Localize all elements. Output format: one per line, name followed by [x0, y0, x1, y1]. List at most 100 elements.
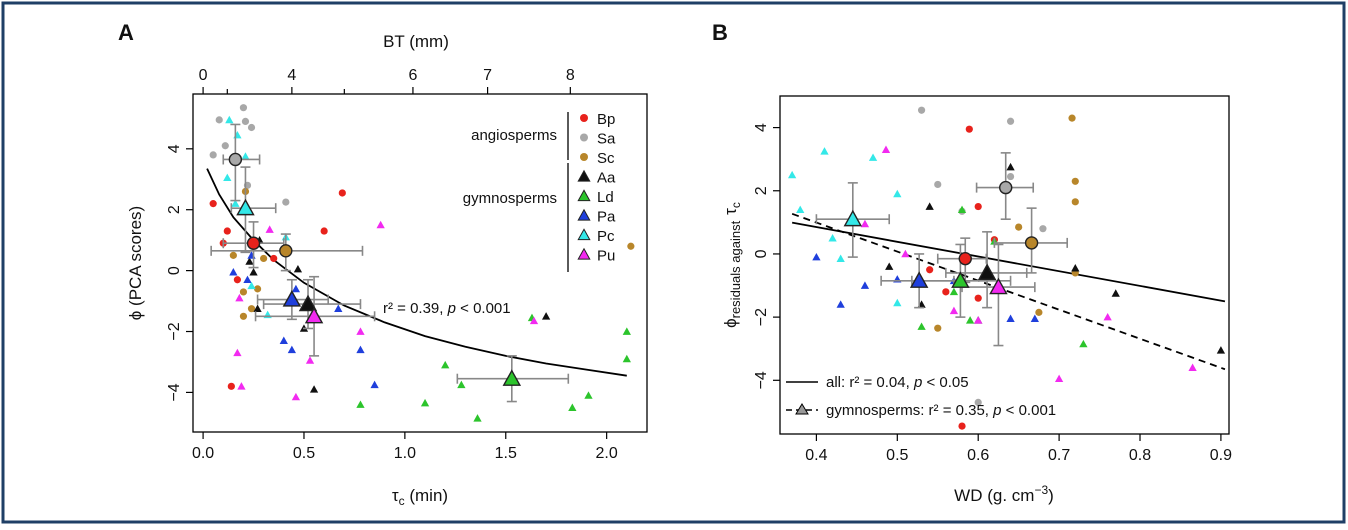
- panel-a-annotation: r² = 0.39, p < 0.001: [383, 300, 511, 317]
- data-point-sa: [1006, 117, 1015, 125]
- y-tick-label: 0: [166, 266, 183, 275]
- legend-marker-aa: [577, 169, 591, 182]
- x-tick-label: 0.0: [192, 445, 214, 462]
- data-point-bp: [320, 227, 328, 235]
- y-tick-label: −4: [753, 371, 770, 389]
- data-point-pu: [233, 348, 242, 357]
- panel-b-legend: all: r² = 0.04, p < 0.05 gymnosperms: r²…: [786, 374, 1056, 419]
- species-mean-aa: [977, 263, 997, 281]
- species-mean-sa: [999, 180, 1013, 195]
- data-point-aa: [309, 385, 319, 393]
- data-point-pc: [225, 115, 234, 124]
- data-point-pu: [860, 219, 870, 228]
- data-point-bp: [270, 254, 278, 263]
- x-tick-label: 0.7: [1048, 447, 1070, 464]
- x-tick-label: 2.0: [596, 445, 618, 462]
- x-tick-label: 1.0: [394, 445, 416, 462]
- data-point-aa: [293, 264, 303, 273]
- legend-items: Bp Sa Sc Aa Ld Pa Pc Pu: [577, 111, 616, 265]
- data-point-sa: [215, 116, 223, 124]
- legend-marker-pc: [577, 228, 591, 241]
- panel-b-y-axis-label: ϕresiduals againstτc: [721, 202, 743, 328]
- species-mean-pu: [989, 277, 1008, 295]
- data-point-pc: [820, 147, 829, 155]
- panel-b-plot-area: [779, 95, 1230, 435]
- data-point-aa: [925, 202, 934, 210]
- data-point-sa: [1006, 172, 1015, 181]
- data-point-pa: [334, 304, 343, 312]
- data-point-sa: [239, 104, 248, 112]
- data-point-pa: [243, 275, 252, 284]
- panel-a-axes: 0.0 0.5 1.0 1.5 2.0 −4 −2 0 2 4 0 4 6 7 8: [166, 67, 618, 462]
- data-point-pc: [836, 254, 845, 262]
- y-tick-label: 2: [753, 186, 770, 195]
- y-tick-label: −2: [166, 322, 183, 340]
- data-point-pu: [291, 392, 301, 401]
- data-point-sa: [247, 123, 256, 132]
- data-point-pu: [901, 249, 910, 258]
- data-point-pu: [1188, 363, 1197, 371]
- legend-gymnosperm-triangle: [795, 403, 809, 415]
- data-point-pa: [291, 284, 301, 293]
- data-point-pu: [235, 293, 244, 302]
- panel-b-letter: B: [712, 20, 728, 45]
- data-point-sa: [209, 151, 217, 159]
- data-point-sc: [934, 324, 942, 332]
- data-point-pu: [356, 327, 365, 335]
- legend-marker-pa: [577, 208, 591, 221]
- data-point-aa: [253, 304, 262, 312]
- panel-a-letter: A: [118, 20, 134, 45]
- data-point-pu: [1054, 374, 1064, 383]
- data-point-sa: [1039, 225, 1047, 233]
- data-point-pu: [305, 356, 315, 364]
- data-point-aa: [1006, 162, 1015, 171]
- data-point-sc: [1071, 198, 1079, 206]
- species-mean-sc: [1024, 236, 1039, 250]
- top-tick-label: 7: [483, 67, 492, 84]
- y-tick-label: 0: [753, 249, 770, 258]
- species-mean-ld: [502, 369, 522, 386]
- data-point-pa: [1030, 314, 1039, 323]
- legend-label-pu: Pu: [597, 248, 615, 265]
- data-point-bp: [223, 227, 231, 235]
- data-point-pu: [949, 306, 959, 315]
- data-point-sa: [917, 106, 926, 114]
- panel-a: A BT (mm) ϕ (PCA scores) τc (min) r² = 0…: [118, 20, 648, 508]
- data-point-pc: [893, 298, 902, 307]
- data-point-bp: [926, 266, 934, 274]
- y-tick-label: −4: [166, 383, 183, 401]
- legend-label-sc: Sc: [597, 150, 615, 167]
- legend-label-bp: Bp: [597, 111, 615, 128]
- legend-label-ld: Ld: [597, 189, 614, 206]
- fit-line-dashed: [791, 212, 1226, 371]
- panel-a-fit-curve: [206, 168, 627, 377]
- data-point-pu: [881, 145, 891, 154]
- data-point-bp: [974, 294, 982, 302]
- data-point-ld: [473, 414, 482, 422]
- data-point-pu: [376, 220, 385, 229]
- data-point-ld: [622, 354, 631, 363]
- data-point-aa: [1111, 289, 1120, 297]
- species-mean-pc: [843, 209, 863, 227]
- panel-b-means: [843, 180, 1039, 295]
- data-point-ld: [457, 380, 466, 389]
- species-mean-ld: [951, 271, 970, 288]
- data-point-sc: [1015, 223, 1023, 231]
- data-point-pa: [356, 345, 365, 354]
- data-point-aa: [1071, 264, 1080, 272]
- species-mean-sc: [279, 244, 293, 258]
- legend-label-pc: Pc: [597, 228, 615, 245]
- legend-gymnosperms-label: gymnosperms: r² = 0.35, p < 0.001: [826, 402, 1056, 419]
- data-point-ld: [356, 400, 365, 408]
- legend-marker-sc: [580, 153, 588, 161]
- data-point-sa: [221, 142, 229, 150]
- data-point-ld: [917, 322, 926, 330]
- panel-b-axes: 0.4 0.5 0.6 0.7 0.8 0.9 −4 −2 0 2 4: [753, 123, 1232, 464]
- data-point-bp: [965, 125, 973, 133]
- data-point-ld: [957, 205, 967, 214]
- data-point-aa: [541, 312, 551, 320]
- data-point-sa: [934, 180, 942, 189]
- x-tick-label: 1.5: [495, 445, 517, 462]
